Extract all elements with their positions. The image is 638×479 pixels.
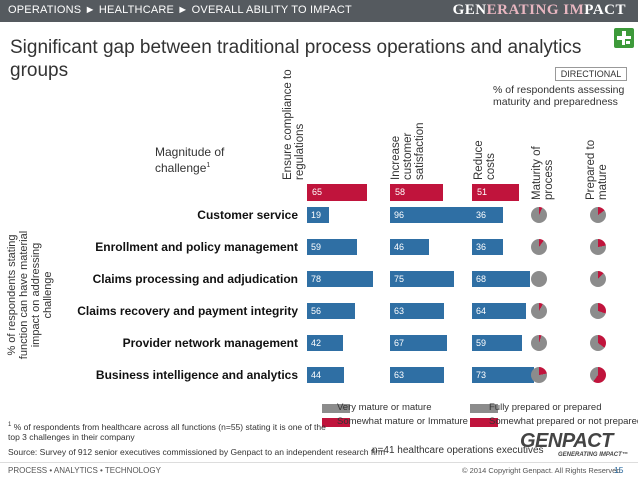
bar-satisfaction: 96 (390, 207, 472, 223)
footnote-text: % of respondents from healthcare across … (8, 421, 326, 442)
legend-swatch-immature (322, 418, 350, 427)
bar-compliance: 56 (307, 303, 355, 319)
pie-maturity (531, 207, 547, 223)
bar-satisfaction: 46 (390, 239, 429, 255)
row-label: Business intelligence and analytics (95, 368, 298, 382)
row-label: Provider network management (122, 336, 298, 350)
genpact-logo: GENPACT (520, 430, 613, 452)
bar-compliance: 59 (307, 239, 357, 255)
breadcrumb: OPERATIONS ► HEALTHCARE ► OVERALL ABILIT… (8, 4, 352, 16)
vertical-axis-label: % of respondents stating function can ha… (6, 230, 54, 360)
row-label: Claims processing and adjudication (92, 272, 298, 286)
magnitude-satisfaction: 58 (390, 184, 443, 201)
footer-bar (0, 462, 638, 479)
bar-satisfaction: 63 (390, 303, 444, 319)
magnitude-label: Magnitude of challenge1 (155, 145, 275, 175)
pie-prepared (590, 271, 606, 287)
bar-costs: 64 (472, 303, 526, 319)
bar-costs: 36 (472, 239, 503, 255)
maturity-note: % of respondents assessing maturity and … (493, 84, 625, 108)
bar-costs: 36 (472, 207, 503, 223)
health-cross-icon (614, 28, 634, 48)
bar-compliance: 44 (307, 367, 344, 383)
bar-costs: 59 (472, 335, 522, 351)
footnote-sup: 1 (8, 422, 12, 428)
pie-maturity (531, 335, 547, 351)
brand-prefix: GEN (452, 2, 487, 18)
brand-highlight: ERATING IM (486, 2, 585, 18)
genpact-tagline: GENERATING IMPACT™ (558, 452, 628, 458)
col-header-costs: Reduce costs (473, 140, 497, 180)
magnitude-sup: 1 (206, 162, 211, 169)
bar-costs: 68 (472, 271, 530, 287)
directional-badge: DIRECTIONAL (555, 67, 627, 81)
pie-prepared (590, 207, 606, 223)
pie-maturity (531, 303, 547, 319)
top-banner (0, 0, 638, 22)
row-label: Claims recovery and payment integrity (77, 304, 298, 318)
col-header-maturity: Maturity of process (531, 146, 555, 200)
magnitude-compliance: 65 (307, 184, 367, 201)
row-label: Enrollment and policy management (95, 240, 298, 254)
sample-size: n=41 healthcare operations executives (372, 445, 544, 456)
bar-compliance: 78 (307, 271, 373, 287)
legend-swatch-mature (322, 404, 350, 413)
page-title: Significant gap between traditional proc… (10, 37, 582, 81)
pie-prepared (590, 367, 606, 383)
pie-maturity (531, 239, 547, 255)
page-number: 15 (614, 465, 624, 475)
col-header-compliance: Ensure compliance to regulations (282, 69, 306, 180)
legend-swatch-prepared (470, 404, 498, 413)
row-label: Customer service (197, 208, 298, 222)
brand-suffix: PACT (584, 2, 626, 18)
pie-maturity (531, 367, 547, 383)
bar-satisfaction: 67 (390, 335, 447, 351)
bar-compliance: 19 (307, 207, 329, 223)
legend-immature: Somewhat mature or Immature (337, 416, 468, 427)
bar-satisfaction: 75 (390, 271, 454, 287)
pie-prepared (590, 303, 606, 319)
col-header-prepared: Prepared to mature (585, 139, 609, 200)
copyright: © 2014 Copyright Genpact. All Rights Res… (462, 466, 623, 475)
legend-mature: Very mature or mature (337, 402, 432, 413)
footer-tagline: PROCESS • ANALYTICS • TECHNOLOGY (8, 466, 161, 475)
bar-costs: 73 (472, 367, 534, 383)
pie-maturity (531, 271, 547, 287)
legend-prepared: Fully prepared or prepared (489, 402, 602, 413)
pie-prepared (590, 239, 606, 255)
bar-compliance: 42 (307, 335, 343, 351)
col-header-satisfaction: Increase customer satisfaction (390, 122, 426, 180)
pie-prepared (590, 335, 606, 351)
brand-logo: GENERATING IMPACT (453, 2, 626, 19)
magnitude-costs: 51 (472, 184, 519, 201)
source-note: Source: Survey of 912 senior executives … (8, 447, 386, 457)
legend-not-prepared: Somewhat prepared or not prepared (489, 416, 638, 427)
magnitude-text: Magnitude of challenge (155, 145, 225, 175)
footnote: 1 % of respondents from healthcare acros… (8, 420, 328, 442)
bar-satisfaction: 63 (390, 367, 444, 383)
legend-swatch-not-prepared (470, 418, 498, 427)
